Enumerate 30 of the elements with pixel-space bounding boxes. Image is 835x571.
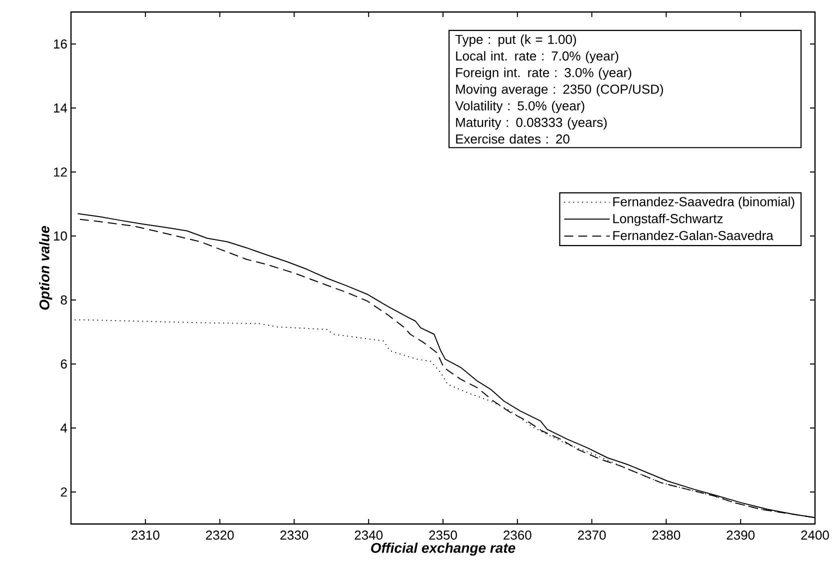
y-tick-label: 4 <box>60 424 68 432</box>
x-tick-label: 2340 <box>354 530 383 540</box>
y-tick-label: 14 <box>54 104 68 112</box>
x-tick-label: 2360 <box>504 530 532 540</box>
x-tick-label: 2320 <box>206 530 234 540</box>
annotation: Type : put (k = 1.00) <box>455 34 576 47</box>
y-tick-label: 6 <box>60 359 67 369</box>
y-axis-title: Option value <box>39 226 52 310</box>
annotation: Moving average : 2350 (COP/USD) <box>456 84 664 96</box>
y-tick-label: 12 <box>54 167 67 177</box>
annotation: Local int. rate : 7.0% (year) <box>456 51 618 64</box>
x-tick-label: 2380 <box>652 530 680 540</box>
x-tick-label: 2400 <box>801 530 829 540</box>
x-tick-label: 2330 <box>280 530 308 540</box>
y-tick-label: 10 <box>54 231 67 241</box>
legend-label: Fernandez-Saavedra (binomial) <box>613 196 794 209</box>
x-tick-label: 2390 <box>726 530 755 540</box>
x-tick-label: 2310 <box>132 530 160 540</box>
x-tick-label: 2370 <box>578 530 606 540</box>
x-tick-label: 2350 <box>429 530 457 540</box>
annotation: Exercise dates : 20 <box>456 134 570 144</box>
y-tick-label: 16 <box>54 39 67 49</box>
annotation: Volatility : 5.0% (year) <box>455 100 584 113</box>
y-tick-label: 8 <box>60 295 67 305</box>
annotation: Maturity : 0.08333 (years) <box>456 117 607 130</box>
y-tick-label: 2 <box>60 487 67 497</box>
legend-label: Longstaff-Schwartz <box>613 214 723 226</box>
x-axis-title: Official exchange rate <box>371 542 516 556</box>
annotation: Foreign int. rate : 3.0% (year) <box>456 68 632 80</box>
legend-label: Fernandez-Galan-Saavedra <box>613 230 774 240</box>
